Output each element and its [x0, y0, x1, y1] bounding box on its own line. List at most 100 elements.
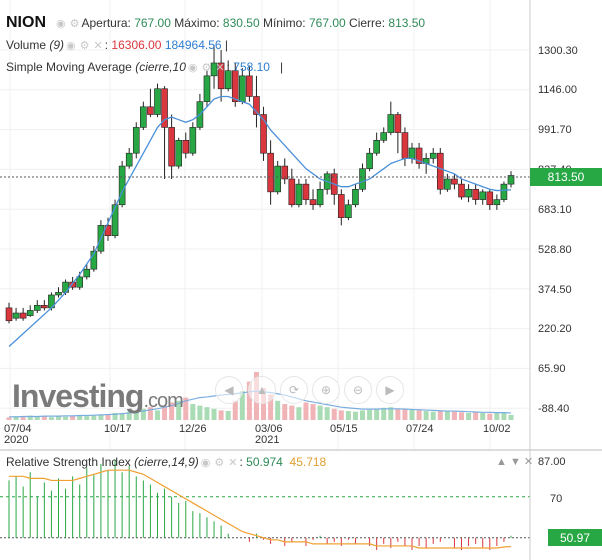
eye-icon[interactable]: ◉ [56, 17, 66, 30]
volume-bar [508, 414, 514, 420]
volume-bar [232, 400, 238, 420]
candle-body [168, 127, 175, 167]
low-value: 767.00 [309, 16, 346, 30]
candle-body [76, 276, 84, 288]
arrow-up-icon[interactable]: ▲ [248, 376, 276, 404]
volume-bar [190, 404, 196, 420]
gear-icon[interactable]: ⚙ [79, 39, 90, 52]
zoom-reset-icon[interactable]: ⟳ [280, 376, 308, 404]
symbol-name: NION [6, 14, 46, 31]
eye-icon[interactable]: ◉ [66, 39, 76, 52]
candle-body [253, 96, 260, 115]
zoom-in-icon[interactable]: ⊕ [312, 376, 340, 404]
date-label: 12/26 [179, 423, 207, 435]
arrow-up-icon[interactable]: ▲ [496, 456, 507, 468]
rsi-legend: Relative Strength Index (cierre,14,9) ◉ … [6, 455, 327, 469]
eye-icon[interactable]: ◉ [200, 456, 211, 469]
arrow-right-icon[interactable]: ▶ [376, 376, 404, 404]
volume-bar [204, 407, 210, 420]
candle-body [429, 152, 437, 159]
volume-bar [345, 411, 351, 420]
candle-body [366, 152, 373, 169]
volume-bar [331, 408, 337, 420]
gear-icon[interactable]: ⚙ [69, 17, 80, 30]
volume-bar [112, 412, 118, 420]
volume-bar [20, 417, 26, 420]
volume-bar [147, 407, 153, 420]
rsi-value: 50.974 [246, 455, 283, 469]
low-label: Mínimo: [262, 16, 306, 30]
arrow-left-icon[interactable]: ◀ [215, 376, 243, 404]
date-label: 07/04 2020 [4, 423, 32, 446]
volume-bar [246, 381, 252, 420]
volume-bar [409, 409, 415, 420]
volume-bar [451, 411, 457, 420]
candle-body [380, 132, 388, 141]
volume-bar [140, 408, 146, 420]
candle-body [132, 127, 140, 154]
volume-bar [275, 400, 281, 420]
candle-body [118, 165, 126, 206]
candle-body [281, 165, 289, 180]
candle-body [175, 140, 182, 167]
volume-bar [473, 412, 479, 420]
zoom-out-icon[interactable]: ⊖ [344, 376, 372, 404]
candle-body [387, 114, 395, 133]
close-icon[interactable]: ✕ [523, 456, 534, 468]
arrow-down-icon[interactable]: ▼ [509, 456, 521, 468]
volume-bar [84, 416, 90, 420]
price-tick: 1146.00 [538, 84, 577, 96]
candle-body [345, 204, 352, 218]
volume-bar [211, 408, 217, 420]
volume-bar [91, 415, 97, 420]
volume-bar [444, 411, 450, 420]
volume-bar [416, 410, 422, 420]
volume-bar [154, 410, 160, 420]
candle-body [338, 194, 345, 218]
candle-body [55, 292, 62, 296]
volume-bar [423, 411, 429, 420]
close-icon[interactable]: ✕ [228, 456, 238, 469]
price-tick: 374.50 [538, 284, 572, 296]
close-icon[interactable]: ✕ [215, 61, 225, 74]
gear-icon[interactable]: ⚙ [214, 456, 225, 469]
candle-body [217, 62, 225, 90]
volume-bar [466, 412, 472, 420]
candle-body [83, 268, 91, 278]
volume-bar [501, 412, 507, 420]
candle-body [231, 70, 239, 102]
volume-bar [296, 407, 302, 420]
volume-bar [119, 413, 125, 420]
close-value: 813.50 [388, 16, 426, 30]
rsi-ma-line [9, 469, 512, 549]
rsi-histogram [8, 459, 512, 551]
candle-body [436, 152, 444, 190]
rsi-last-badge: 50.97 [548, 529, 602, 546]
sma-line [8, 95, 512, 348]
candle-body [493, 199, 501, 206]
candlesticks [5, 44, 515, 324]
rsi-tick: 87.00 [538, 456, 566, 468]
volume-bar [162, 405, 168, 420]
volume-bar [6, 417, 12, 420]
candle-body [500, 183, 508, 200]
date-label: 10/02 [483, 423, 511, 435]
volume-bar [317, 405, 323, 420]
candle-body [486, 191, 494, 206]
volume-bar [367, 409, 373, 420]
candle-body [69, 281, 76, 288]
gear-icon[interactable]: ⚙ [201, 61, 212, 74]
volume-bar [402, 409, 408, 420]
candle-body [472, 188, 479, 200]
close-icon[interactable]: ✕ [93, 39, 103, 52]
candle-body [19, 312, 27, 319]
open-label: Apertura: [81, 16, 131, 30]
candle-body [154, 88, 161, 115]
price-tick: 991.70 [538, 124, 572, 136]
eye-icon[interactable]: ◉ [187, 61, 198, 74]
volume-bar [176, 400, 182, 420]
candle-body [182, 140, 190, 154]
candle-body [90, 250, 98, 270]
investing-watermark: Investing.com [12, 378, 184, 414]
